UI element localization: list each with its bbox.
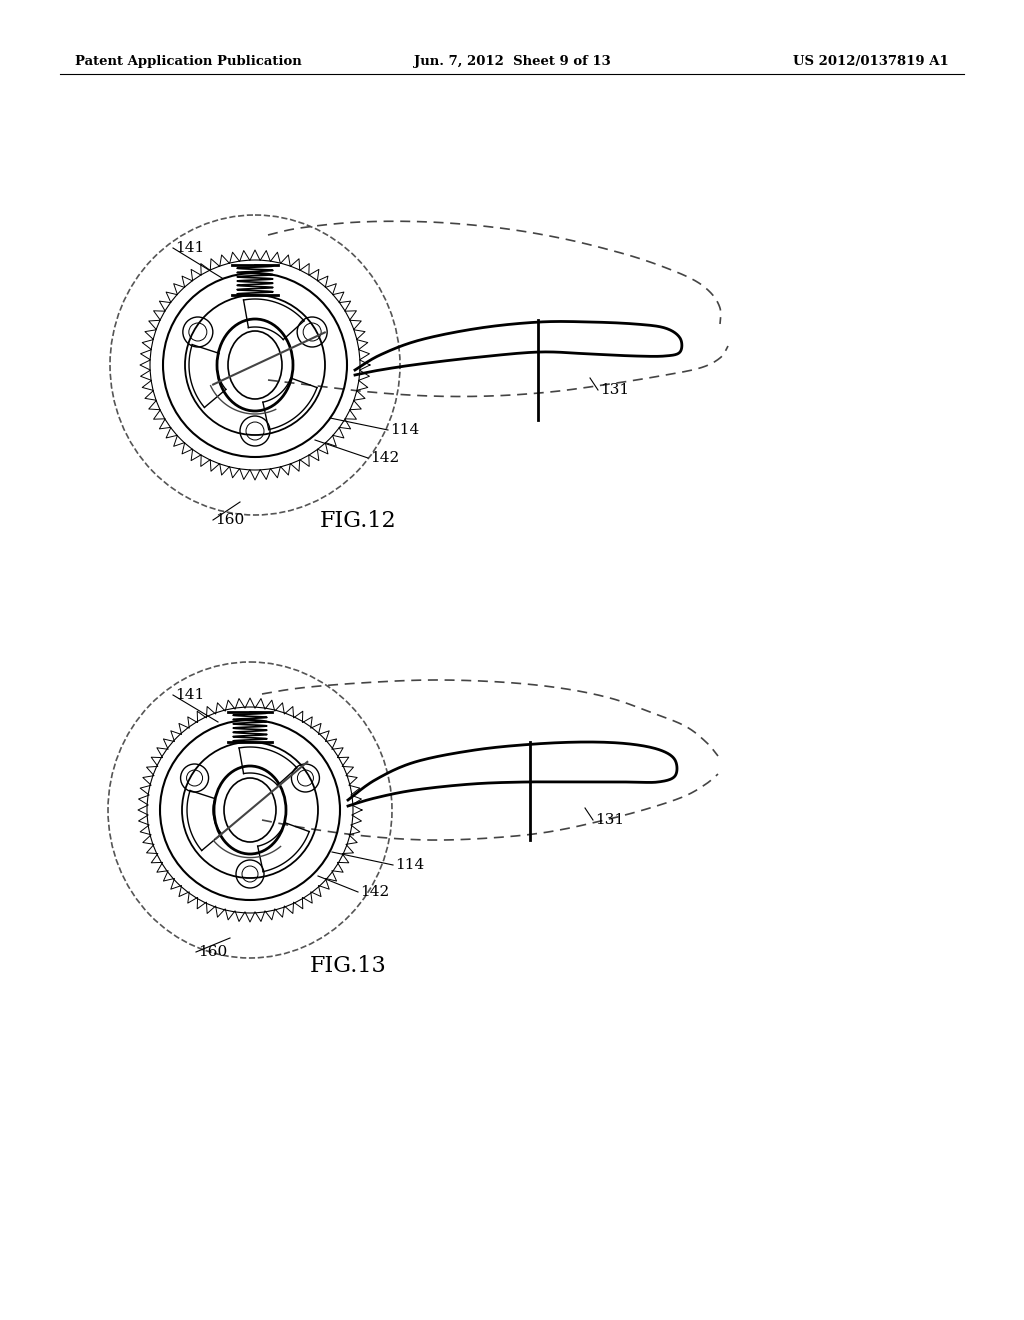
Text: 142: 142 (370, 451, 399, 465)
Text: 160: 160 (198, 945, 227, 960)
Text: Patent Application Publication: Patent Application Publication (75, 55, 302, 69)
Text: 141: 141 (175, 242, 204, 255)
Text: 131: 131 (600, 383, 629, 397)
Text: FIG.13: FIG.13 (310, 954, 387, 977)
Text: 131: 131 (595, 813, 624, 828)
Text: 114: 114 (390, 422, 419, 437)
Text: Jun. 7, 2012  Sheet 9 of 13: Jun. 7, 2012 Sheet 9 of 13 (414, 55, 610, 69)
Text: 142: 142 (360, 884, 389, 899)
Text: 141: 141 (175, 688, 204, 702)
Text: 160: 160 (215, 513, 245, 527)
Text: US 2012/0137819 A1: US 2012/0137819 A1 (794, 55, 949, 69)
Text: FIG.12: FIG.12 (319, 510, 396, 532)
Text: 114: 114 (395, 858, 424, 873)
